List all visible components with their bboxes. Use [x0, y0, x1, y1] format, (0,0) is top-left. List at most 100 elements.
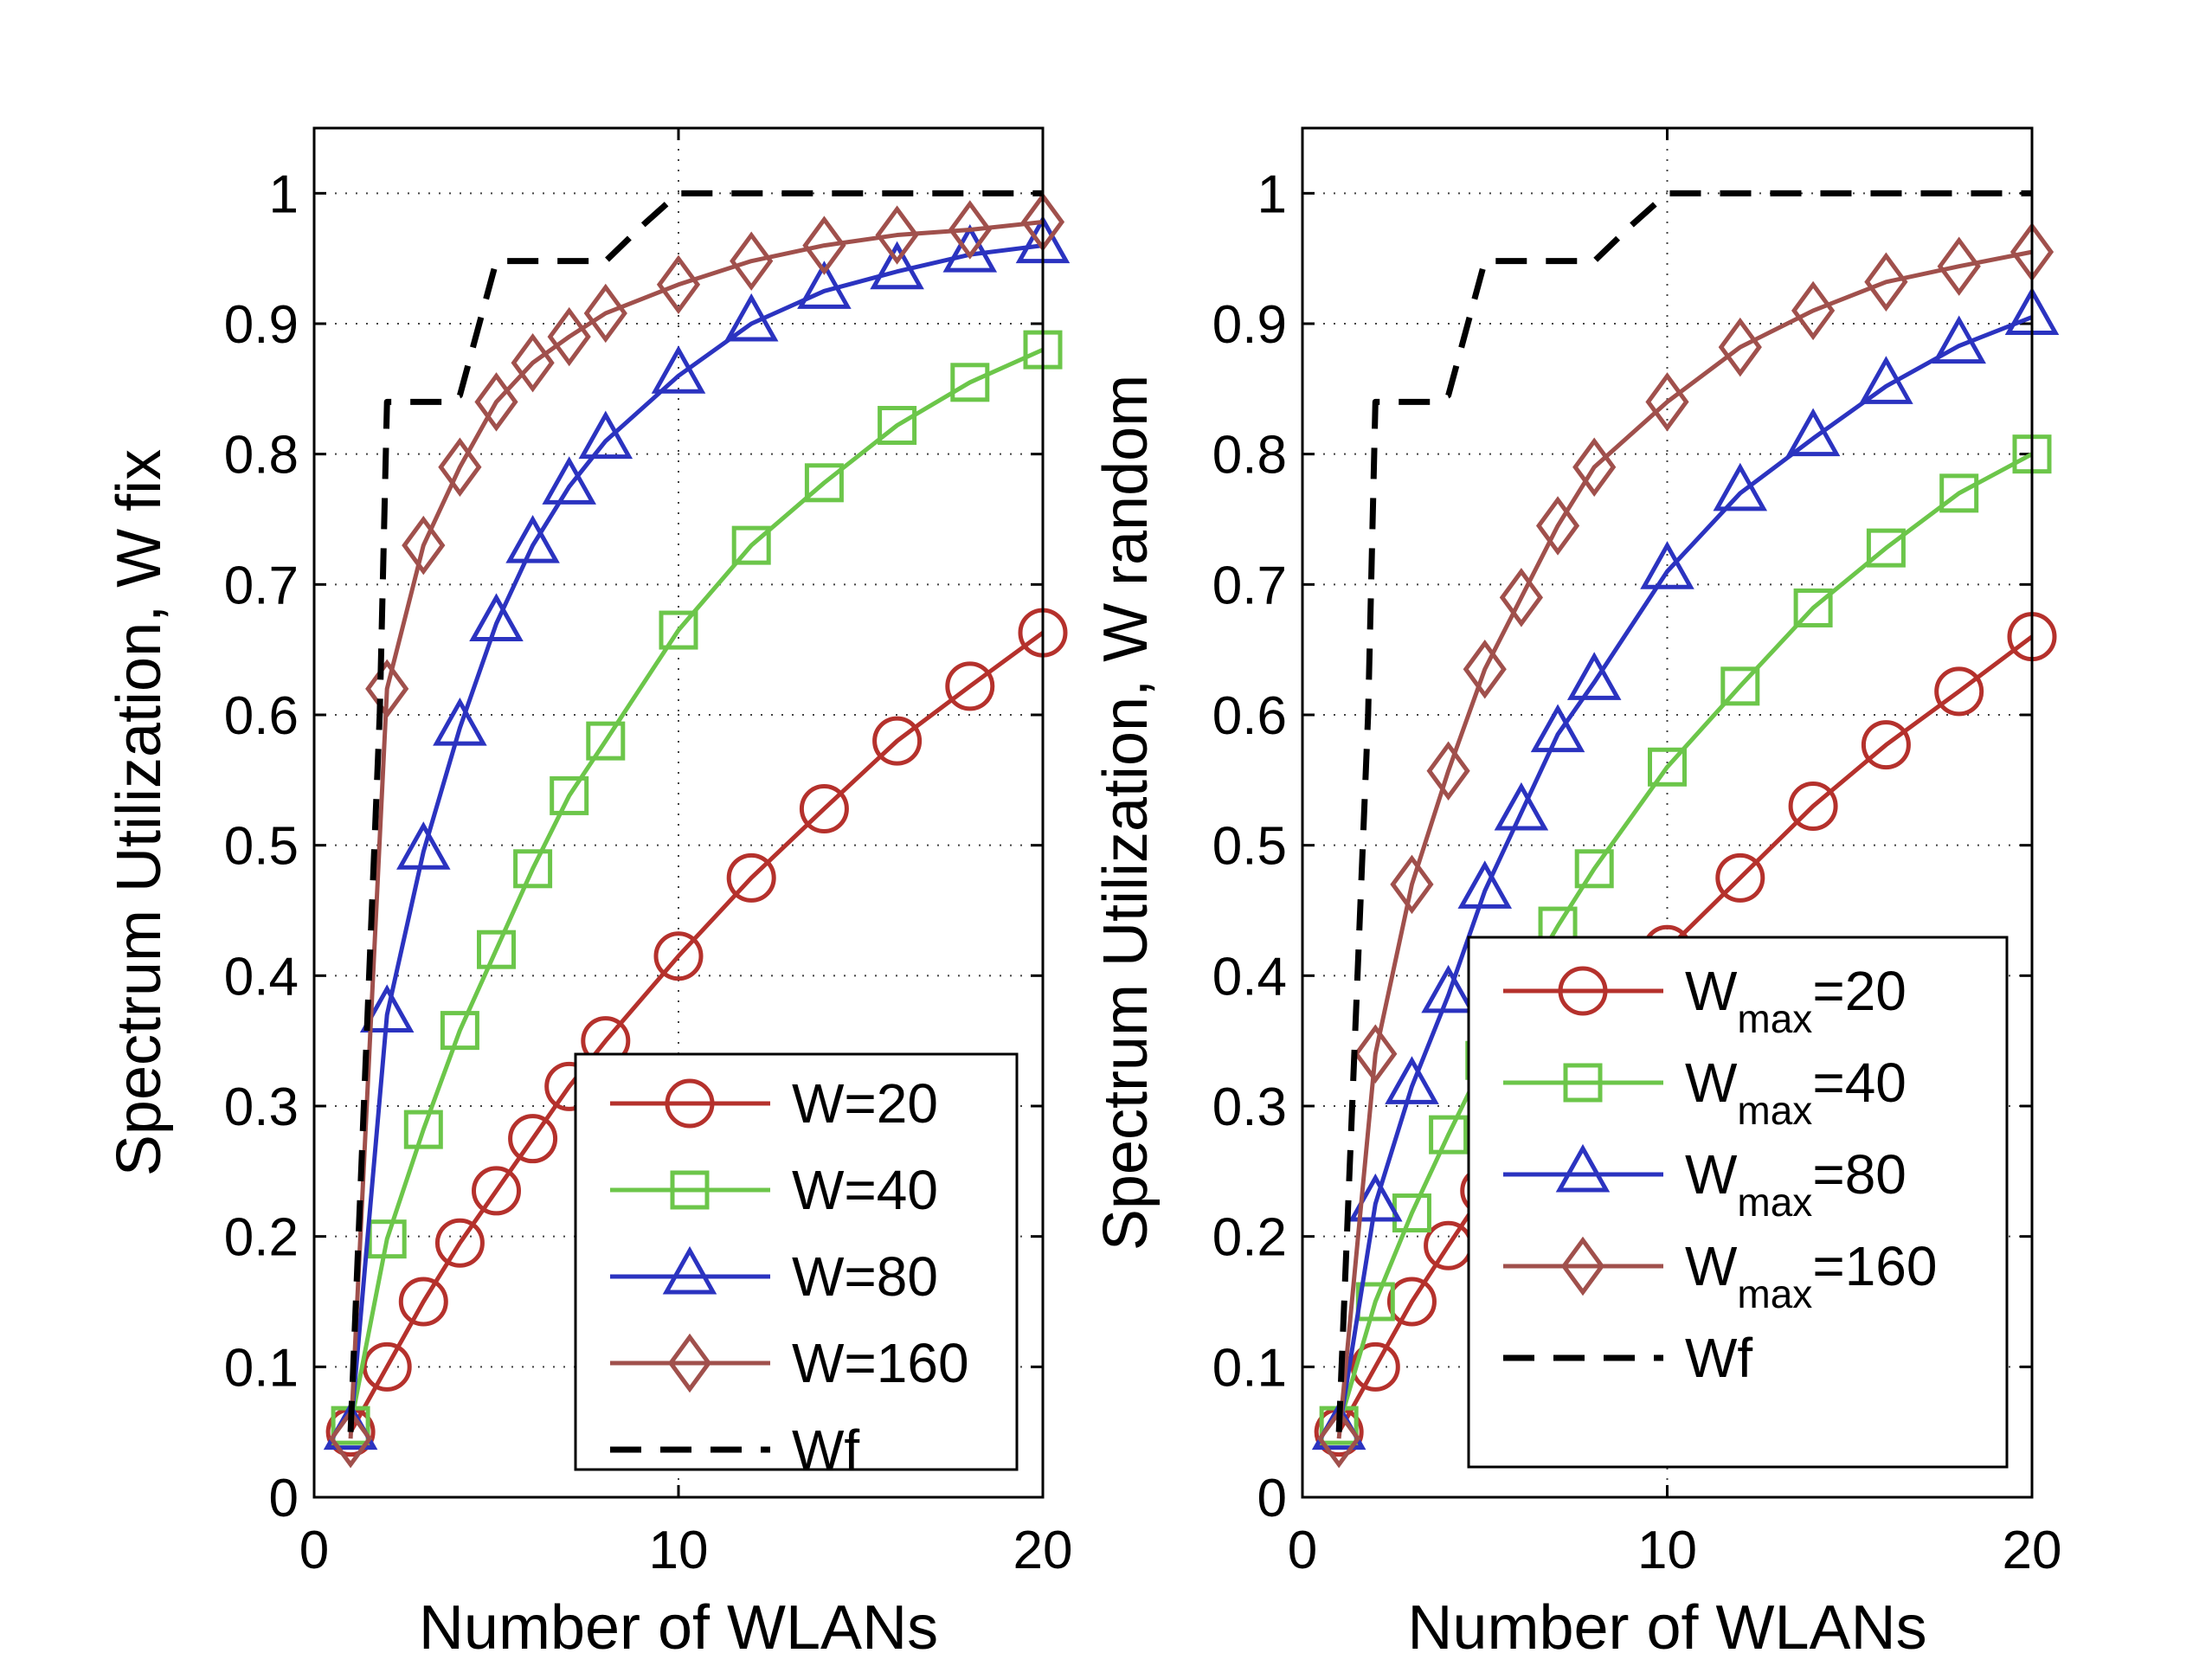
data-point — [1350, 1341, 1400, 1392]
data-point — [651, 345, 706, 394]
data-point — [1535, 496, 1580, 556]
legend-label: W=20 — [792, 1072, 938, 1135]
legend-marker — [665, 1078, 715, 1129]
legend-marker — [662, 1245, 717, 1295]
legend-label-value: =80 — [1812, 1143, 1907, 1206]
series-4 — [1317, 222, 2054, 1469]
y-tick-label: 0.8 — [224, 426, 299, 486]
legend-label-subscript: max — [1737, 1180, 1812, 1225]
data-point — [1574, 849, 1614, 889]
data-point — [875, 205, 919, 265]
y-tick-label: 0.6 — [1212, 686, 1287, 746]
legend-marker — [1560, 1236, 1605, 1296]
legend-entry: W=40 — [610, 1159, 938, 1221]
series-4 — [328, 192, 1065, 1469]
legend: W=20 W=40 W=80 W=160 Wf — [574, 1052, 1019, 1481]
data-point — [583, 283, 627, 344]
legend-label-main: Wf — [792, 1418, 859, 1481]
x-tick-label: 10 — [649, 1521, 709, 1580]
legend-entry: W=20 — [610, 1072, 938, 1135]
y-tick-label: 0.9 — [224, 295, 299, 355]
data-point — [1864, 252, 1908, 312]
legend-label-main: W=40 — [792, 1159, 938, 1221]
legend-marker — [667, 1333, 712, 1393]
data-point — [365, 659, 409, 719]
y-tick-label: 1 — [269, 164, 299, 224]
legend-label-main: Wf — [1685, 1327, 1752, 1389]
y-tick-label: 0.5 — [1212, 817, 1287, 877]
legend-label-main: W=160 — [792, 1332, 969, 1394]
ticks: 00.10.20.30.40.50.60.70.80.910 10 20 — [1212, 128, 2061, 1580]
data-point — [945, 661, 995, 711]
data-point — [1426, 741, 1470, 801]
data-point — [804, 463, 844, 503]
x-axis-label: Number of WLANs — [419, 1593, 938, 1663]
data-point — [1861, 720, 1911, 770]
y-axis-label: Spectrum Utilization, W fix — [105, 449, 174, 1176]
data-point — [1429, 1115, 1469, 1155]
data-point — [799, 783, 849, 833]
data-point — [1939, 473, 1979, 513]
data-point — [477, 929, 516, 969]
data-point — [1386, 1277, 1437, 1327]
series-line — [347, 190, 1043, 1432]
legend-box — [574, 1052, 1019, 1471]
data-point — [1866, 528, 1906, 568]
legend-label: Wmax=160 — [1685, 1235, 1937, 1316]
data-point — [1390, 854, 1434, 915]
data-point — [1788, 781, 1838, 831]
data-point — [550, 775, 589, 815]
x-axis-label: Number of WLANs — [1407, 1593, 1926, 1663]
data-point — [1385, 1056, 1439, 1104]
data-point — [1530, 704, 1585, 753]
data-point — [1785, 408, 1841, 457]
y-tick-label: 1 — [1257, 164, 1287, 224]
y-tick-label: 0.8 — [1212, 426, 1287, 486]
y-tick-label: 0 — [269, 1469, 299, 1528]
series-2 — [331, 330, 1063, 1445]
legend-label-subscript: max — [1737, 1088, 1812, 1133]
data-point — [723, 293, 779, 342]
data-point — [1494, 782, 1549, 831]
legend-entry: Wmax=160 — [1503, 1235, 1937, 1316]
data-point — [1572, 437, 1617, 497]
data-point — [802, 215, 846, 275]
data-point — [656, 254, 701, 315]
x-tick-label: 20 — [1013, 1521, 1073, 1580]
legend-label: W=160 — [792, 1332, 969, 1394]
y-tick-label: 0.6 — [224, 686, 299, 746]
data-point — [434, 1218, 485, 1268]
data-point — [948, 200, 992, 260]
y-tick-label: 0.7 — [1212, 556, 1287, 615]
legend-label: Wmax=40 — [1685, 1052, 1907, 1133]
x-tick-label: 10 — [1637, 1521, 1697, 1580]
legend-label-value: =40 — [1812, 1052, 1907, 1114]
data-point — [1566, 652, 1622, 700]
data-point — [508, 1114, 558, 1164]
data-point — [586, 721, 626, 761]
ticks: 00.10.20.30.40.50.60.70.80.910 10 20 — [224, 128, 1073, 1580]
data-point — [1421, 964, 1476, 1013]
legend-label: W=40 — [792, 1159, 938, 1221]
data-point — [362, 1341, 412, 1392]
y-tick-label: 0.4 — [1212, 947, 1287, 1007]
data-point — [1718, 317, 1762, 377]
data-point — [1859, 356, 1913, 404]
data-point — [872, 716, 923, 766]
legend-entry: W=80 — [610, 1245, 938, 1308]
y-tick-label: 0.3 — [1212, 1077, 1287, 1137]
data-point — [870, 241, 924, 290]
data-point — [1499, 568, 1544, 627]
data-point — [367, 1219, 407, 1259]
data-point — [1354, 1024, 1398, 1084]
y-tick-label: 0 — [1257, 1469, 1287, 1528]
data-point — [1715, 852, 1765, 903]
data-point — [1932, 315, 1986, 364]
x-tick-label: 0 — [299, 1521, 329, 1580]
data-point — [731, 525, 771, 565]
data-point — [1648, 747, 1687, 787]
legend-label-value: =20 — [1812, 960, 1907, 1022]
y-tick-label: 0.1 — [1212, 1338, 1287, 1398]
